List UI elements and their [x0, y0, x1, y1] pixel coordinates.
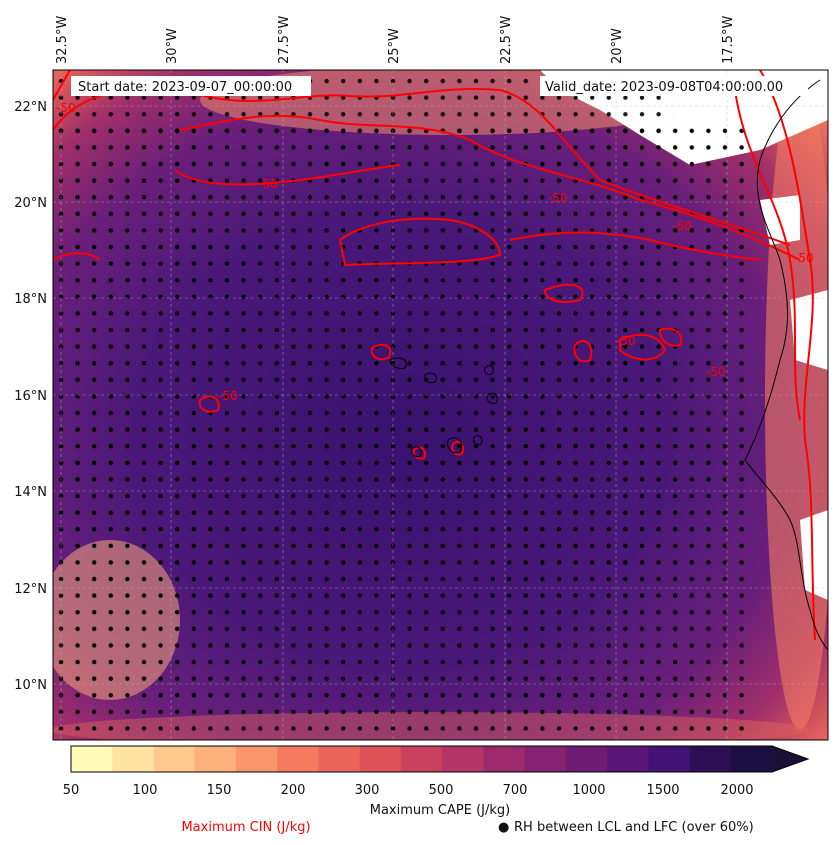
colorbar-tick-label: 200: [281, 783, 306, 798]
colorbar-tick-label: 700: [503, 783, 528, 798]
valid-date-label: Valid_date: 2023-09-08T04:00:00.00: [545, 80, 783, 95]
colorbar-frame: [70, 745, 810, 773]
coastlines: [389, 79, 828, 651]
colorbar-segment: [235, 746, 278, 772]
colorbar-segment: [483, 746, 526, 772]
colorbar-tick-label: 1500: [646, 783, 679, 798]
lat-tick-labels: 22°N 20°N 18°N 16°N 14°N 12°N 10°N: [14, 100, 47, 693]
colorbar-extend-arrow: [772, 746, 808, 772]
cin-contour-label: -50: [56, 101, 76, 115]
graticule: [53, 70, 828, 740]
map-frame: [52, 69, 829, 741]
lat-tick-label: 18°N: [14, 292, 47, 307]
colorbar-segment: [648, 746, 691, 772]
colorbar-segment: [318, 746, 361, 772]
colorbar-segment: [565, 746, 608, 772]
colorbar-segment: [71, 746, 113, 772]
colorbar-segment: [607, 746, 649, 772]
colorbar-segment: [359, 746, 402, 772]
cape-colorbar: [70, 745, 810, 773]
colorbar-tick-label: 2000: [720, 783, 753, 798]
lon-tick-label: 22.5°W: [499, 16, 514, 64]
cin-contour-labels: -50 -50 -50 -50 -50 -50 -50 -50: [56, 101, 814, 403]
cin-legend-label: Maximum CIN (J/kg): [181, 820, 310, 835]
colorbar-segment: [442, 746, 484, 772]
lat-tick-label: 14°N: [14, 485, 47, 500]
cin-contour-label: -50: [794, 251, 814, 265]
cin-contour-label: -50: [616, 334, 636, 348]
lat-tick-label: 16°N: [14, 389, 47, 404]
masked-area: [790, 290, 828, 370]
colorbar-segment: [730, 746, 773, 772]
cin-contour-label: -50: [258, 177, 278, 191]
valid-date-box: [540, 76, 808, 96]
cin-contour-label: -50: [706, 365, 726, 379]
colorbar-segment: [400, 746, 443, 772]
colorbar-segment: [524, 746, 567, 772]
colorbar-tick-labels: 50 100 150 200 300 500 700 1000 1500 200…: [63, 783, 754, 798]
lon-tick-labels: 32.5°W 30°W 27.5°W 25°W 22.5°W 20°W 17.5…: [55, 16, 736, 64]
low-cape-patch: [765, 70, 828, 730]
lon-tick-label: 27.5°W: [277, 16, 292, 64]
lat-tick-label: 12°N: [14, 582, 47, 597]
rh-dots: [53, 120, 753, 740]
lon-tick-label: 25°W: [387, 28, 402, 64]
colorbar-tick-label: 300: [355, 783, 380, 798]
cin-contours: [53, 70, 816, 641]
colorbar-segment: [277, 746, 319, 772]
start-date-box: [71, 76, 311, 96]
rh-legend-label: RH between LCL and LFC (over 60%): [514, 820, 754, 835]
lon-tick-label: 17.5°W: [721, 16, 736, 64]
rh-legend-symbol: ●: [498, 820, 509, 835]
cin-contour-label: -50: [672, 219, 692, 233]
lon-tick-label: 30°W: [165, 28, 180, 64]
colorbar-tick-label: 500: [429, 783, 454, 798]
map-panel: -50 -50 -50 -50 -50 -50 -50 -50: [53, 70, 828, 740]
cin-contour-label: -50: [548, 191, 568, 205]
colorbar-title: Maximum CAPE (J/kg): [370, 803, 510, 818]
colorbar-segment: [112, 746, 154, 772]
colorbar-segment: [194, 746, 237, 772]
lat-tick-label: 20°N: [14, 196, 47, 211]
colorbar-segment: [153, 746, 196, 772]
colorbar-tick-label: 1000: [572, 783, 605, 798]
lon-tick-label: 32.5°W: [55, 16, 70, 64]
lon-tick-label: 20°W: [610, 28, 625, 64]
lat-tick-label: 10°N: [14, 678, 47, 693]
lat-tick-label: 22°N: [14, 100, 47, 115]
colorbar-tick-label: 100: [133, 783, 158, 798]
cin-contour-label: -50: [218, 389, 238, 403]
colorbar-tick-label: 150: [207, 783, 232, 798]
colorbar-tick-label: 50: [63, 783, 80, 798]
start-date-label: Start date: 2023-09-07_00:00:00: [78, 80, 292, 95]
masked-area: [800, 510, 828, 600]
colorbar-segment: [689, 746, 732, 772]
